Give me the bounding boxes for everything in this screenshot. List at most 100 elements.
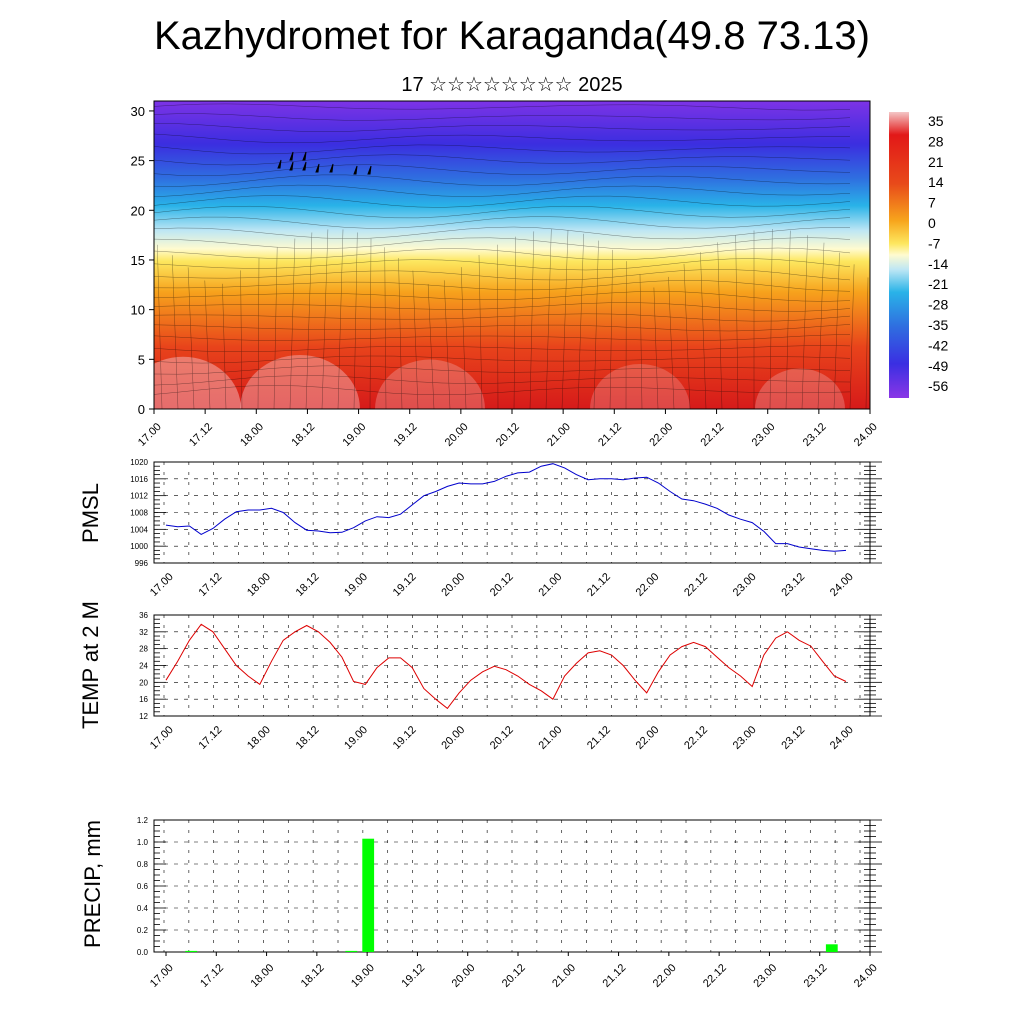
x-tick-label: 21.12 [596,421,624,449]
y-tick-label: 1020 [130,458,148,467]
x-tick-label: 24.00 [852,962,880,990]
wind-streak [561,229,569,409]
wind-streak [460,267,467,409]
x-tick-label: 24.00 [828,571,856,599]
colorbar-label: 35 [928,113,944,129]
wind-streak [240,270,243,409]
y-tick-label: 28 [139,645,148,654]
colorbar-label: 14 [928,174,944,190]
warm-cell [240,355,360,409]
wind-streak [865,277,869,409]
x-tick-label: 20.00 [439,571,467,599]
x-tick-label: 19.00 [342,571,370,599]
x-tick-label: 19.12 [391,571,419,599]
wind-barb [289,151,294,161]
colorbar-label: -14 [928,256,948,272]
isoline [154,237,851,250]
x-tick-label: 21.00 [545,421,573,449]
x-tick-label: 20.00 [443,421,471,449]
y-tick-label: 0.8 [137,860,149,869]
wind-streak [187,267,195,409]
wind-streak [222,283,227,409]
x-tick-label: 17.00 [148,962,176,990]
isoline [154,375,851,386]
y-tick-label: 1000 [130,542,148,551]
wind-streak [369,238,372,409]
wind-barb [353,165,358,175]
x-tick-label: 18.12 [299,962,327,990]
x-tick-label: 19.00 [342,724,370,752]
cross-section-chart: 0 5 10 15 20 25 30 17.00 17.12 18.00 18.12 19.00 19.… [131,100,948,449]
x-tick-label: 20.00 [450,962,478,990]
wind-streak [412,270,419,409]
y-tick-label: 12 [139,712,148,721]
y-axis-label: PRECIP, mm [80,820,105,948]
colorbar-label: -35 [928,317,948,333]
wind-streak [204,280,211,409]
colorbar-label: -21 [928,276,948,292]
x-tick-label: 18.00 [245,571,273,599]
isoline [154,291,851,302]
wind-streak [305,232,313,409]
warm-cell [154,356,241,409]
x-tick-label: 21.00 [550,962,578,990]
y-tick-label: 5 [138,352,145,367]
wind-barb [277,159,282,169]
x-tick-label: 17.12 [187,421,215,449]
x-tick-label: 22.12 [682,724,710,752]
x-tick-label: 21.00 [536,571,564,599]
x-tick-label: 21.00 [536,724,564,752]
wind-streak [833,252,840,409]
x-tick-label: 22.12 [682,571,710,599]
x-tick-label: 24.00 [852,421,880,449]
series-line [165,463,847,552]
x-tick-label: 19.12 [391,724,419,752]
isoline [154,355,851,364]
chart-subtitle: 17 ☆☆☆☆☆☆☆☆ 2025 [401,74,623,96]
y-tick-label: 36 [139,611,148,620]
x-tick-label: 21.12 [585,724,613,752]
isoline [154,195,851,208]
wind-streak [353,232,358,409]
precip-bar [362,838,375,952]
isoline [154,103,851,111]
wind-streak [700,252,707,409]
y-tick-label: 32 [139,628,148,637]
x-tick-label: 18.00 [248,962,276,990]
y-tick-label: 0 [138,402,145,417]
isoline [154,133,851,144]
y-tick-label: 20 [139,678,148,687]
y-tick-label: 15 [131,253,145,268]
y-tick-label: 0.6 [137,882,149,891]
y-tick-label: 30 [131,104,145,119]
x-tick-label: 18.00 [238,421,266,449]
x-tick-label: 22.12 [698,421,726,449]
wind-streak [545,229,552,409]
x-tick-label: 23.00 [731,724,759,752]
x-tick-label: 20.12 [500,962,528,990]
colorbar-label: -28 [928,297,948,313]
x-tick-label: 23.12 [801,421,829,449]
isoline [154,247,851,261]
x-tick-label: 22.12 [701,962,729,990]
y-tick-label: 24 [139,662,148,671]
x-tick-label: 19.12 [399,962,427,990]
isoline [154,324,851,332]
wind-streak [769,228,773,409]
colorbar-label: -42 [928,337,948,353]
colorbar-label: -7 [928,235,941,251]
y-tick-label: 0.4 [137,904,149,913]
wind-barb [302,151,307,161]
wind-streak [683,263,691,409]
isoline [154,269,851,281]
chart-title: Kazhydromet for Karaganda(49.8 73.13) [154,14,870,58]
isoline [154,164,851,177]
isoline [154,123,851,132]
heatmap-field [154,101,870,409]
isoline [154,216,851,229]
isoline [154,334,851,341]
x-tick-label: 23.12 [779,724,807,752]
x-tick-label: 22.00 [651,962,679,990]
plot-frame [153,819,871,953]
